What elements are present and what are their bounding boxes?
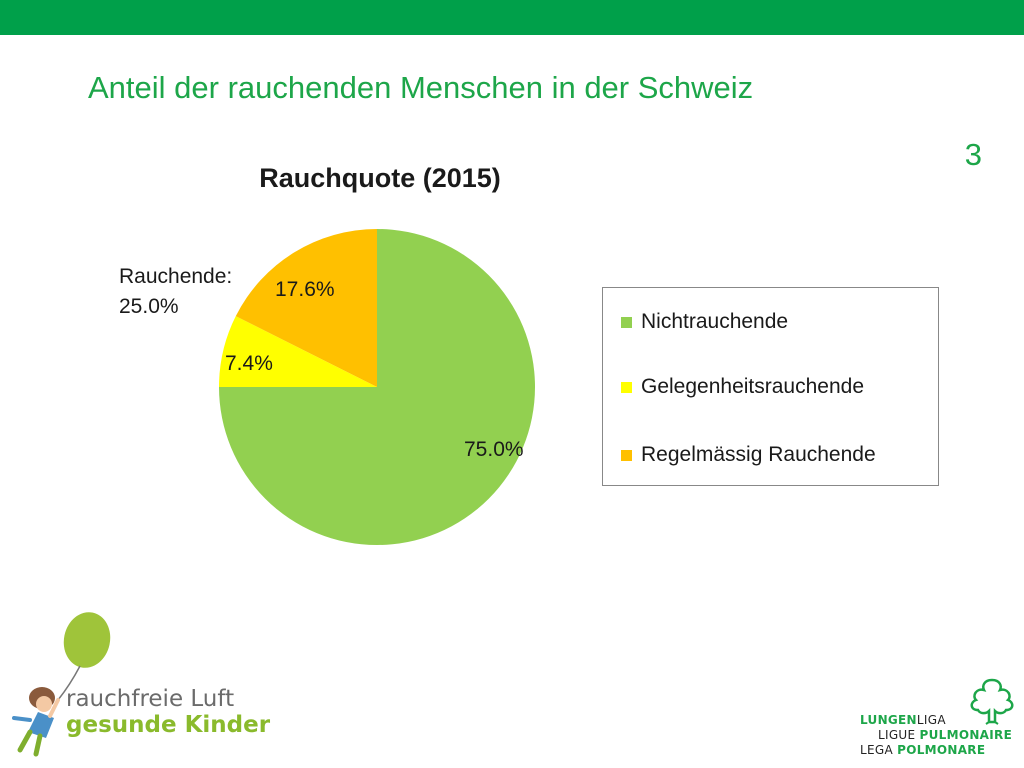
tree-logo-icon: [970, 678, 1014, 725]
slide-number: 3: [964, 137, 982, 172]
balloon-string: [57, 665, 81, 701]
smokers-callout: Rauchende: 25.0%: [119, 262, 232, 322]
legend-item-regelmaessig-rauchende: Regelmässig Rauchende: [621, 443, 876, 467]
pie-chart: 75.0% 7.4% 17.6%: [219, 229, 535, 545]
pie-slice-regelm-ssig-rauchende: [235, 229, 377, 387]
org-name-de: LUNGENLIGA: [860, 713, 946, 727]
chart-title: Rauchquote (2015): [259, 163, 501, 193]
legend-label: Gelegenheitsrauchende: [641, 375, 865, 398]
legend-swatch: [621, 381, 632, 393]
rauchfreie-luft-logo: [12, 612, 111, 757]
legend-swatch: [621, 449, 632, 461]
slide-title: Anteil der rauchenden Menschen in der Sc…: [88, 70, 754, 105]
org-name-fr: LIGUE PULMONAIRE: [878, 728, 1013, 742]
pie-slice-gelegenheitsrauchende: [219, 316, 377, 387]
callout-label: Rauchende:: [119, 265, 233, 288]
legend-item-nichtrauchende: Nichtrauchende: [621, 310, 788, 334]
legend-label: Nichtrauchende: [641, 310, 789, 333]
legend-swatch: [621, 316, 632, 328]
data-label: 17.6%: [275, 278, 335, 301]
data-label: 7.4%: [225, 352, 273, 375]
child-icon: [12, 687, 60, 757]
chart-legend: Nichtrauchende Gelegenheitsrauchende Reg…: [602, 287, 939, 486]
balloon-icon: [63, 612, 111, 668]
legend-label: Regelmässig Rauchende: [641, 443, 876, 466]
callout-value: 25.0%: [119, 295, 179, 318]
top-accent-bar: [0, 0, 1024, 35]
brand-line-2: gesunde Kinder: [66, 712, 271, 738]
org-name-it: LEGA POLMONARE: [860, 743, 986, 757]
data-label: 75.0%: [464, 438, 524, 461]
legend-item-gelegenheitsrauchende: Gelegenheitsrauchende: [621, 375, 864, 399]
brand-line-1: rauchfreie Luft: [66, 686, 235, 712]
